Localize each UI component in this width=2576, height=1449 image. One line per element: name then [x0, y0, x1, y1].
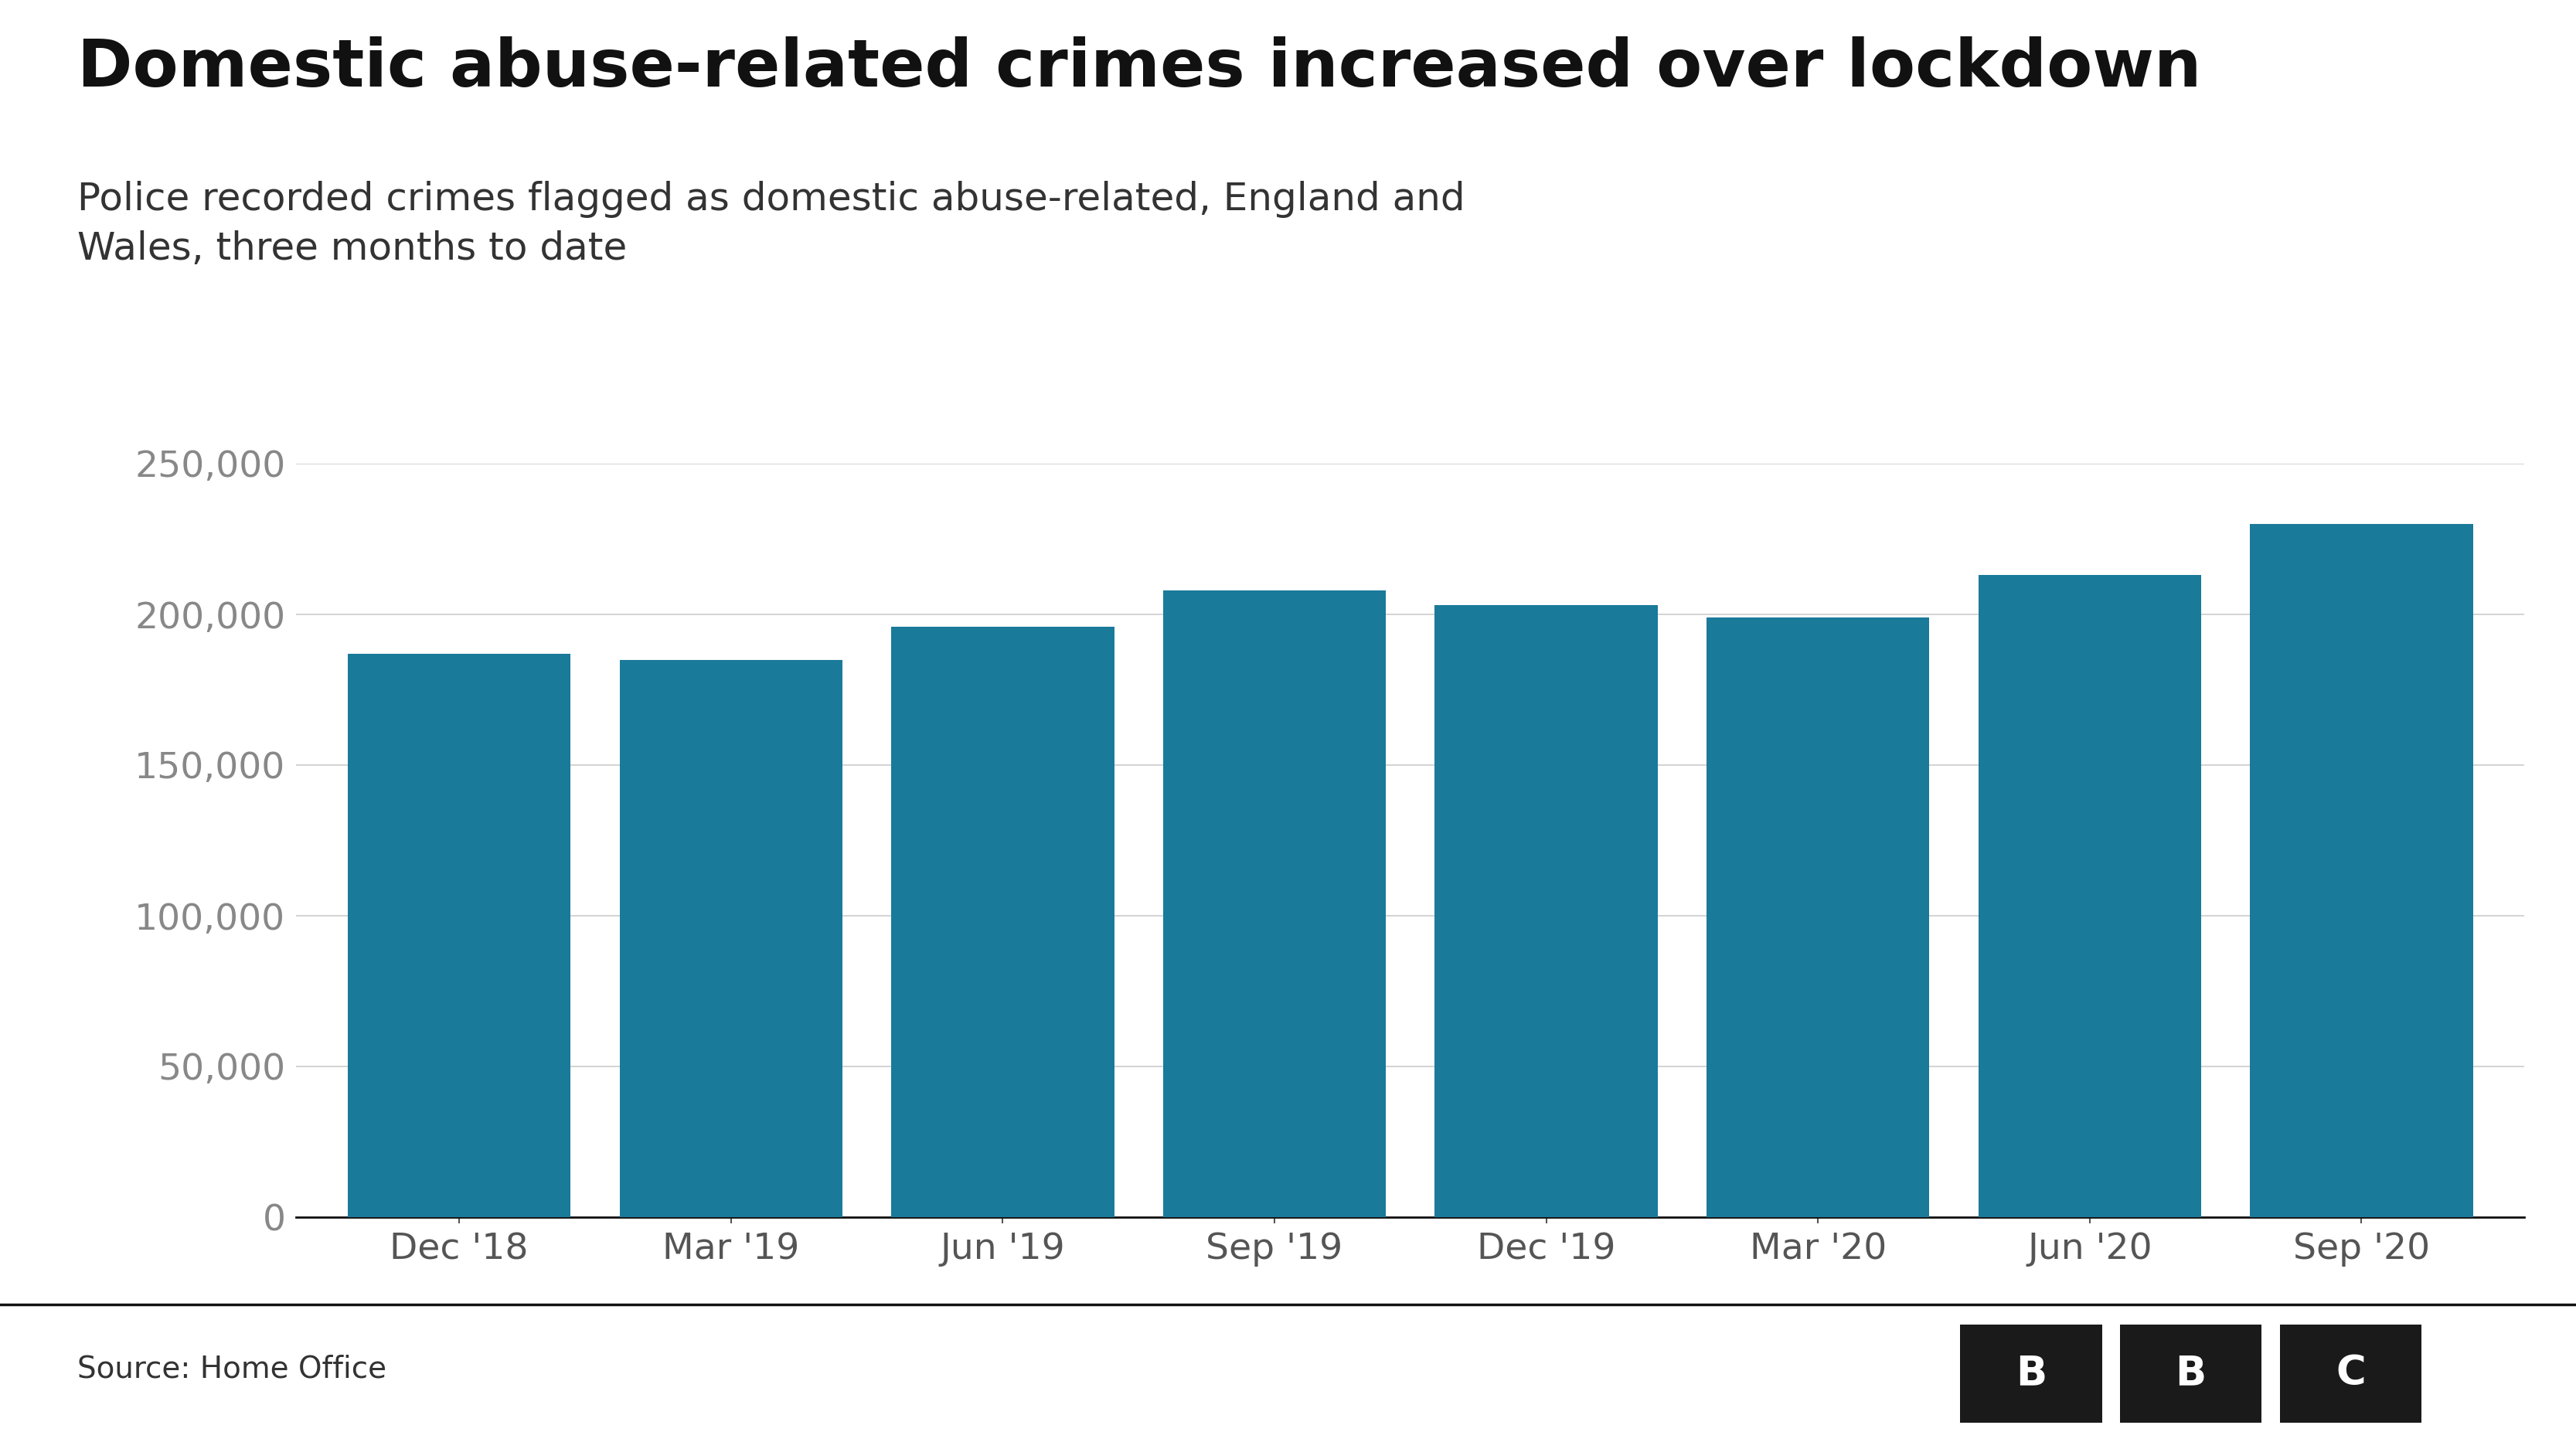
- Text: Source: Home Office: Source: Home Office: [77, 1355, 386, 1384]
- Text: Police recorded crimes flagged as domestic abuse-related, England and
Wales, thr: Police recorded crimes flagged as domest…: [77, 181, 1466, 267]
- Bar: [2249, 525, 2473, 1217]
- Bar: [891, 626, 1115, 1217]
- Text: B: B: [2174, 1353, 2208, 1394]
- Bar: [1705, 617, 1929, 1217]
- Text: C: C: [2336, 1353, 2365, 1394]
- Bar: [1164, 590, 1386, 1217]
- Bar: [348, 653, 572, 1217]
- Bar: [1435, 606, 1656, 1217]
- Text: Domestic abuse-related crimes increased over lockdown: Domestic abuse-related crimes increased …: [77, 36, 2202, 100]
- Bar: [621, 659, 842, 1217]
- Text: B: B: [2014, 1353, 2048, 1394]
- Bar: [1978, 575, 2200, 1217]
